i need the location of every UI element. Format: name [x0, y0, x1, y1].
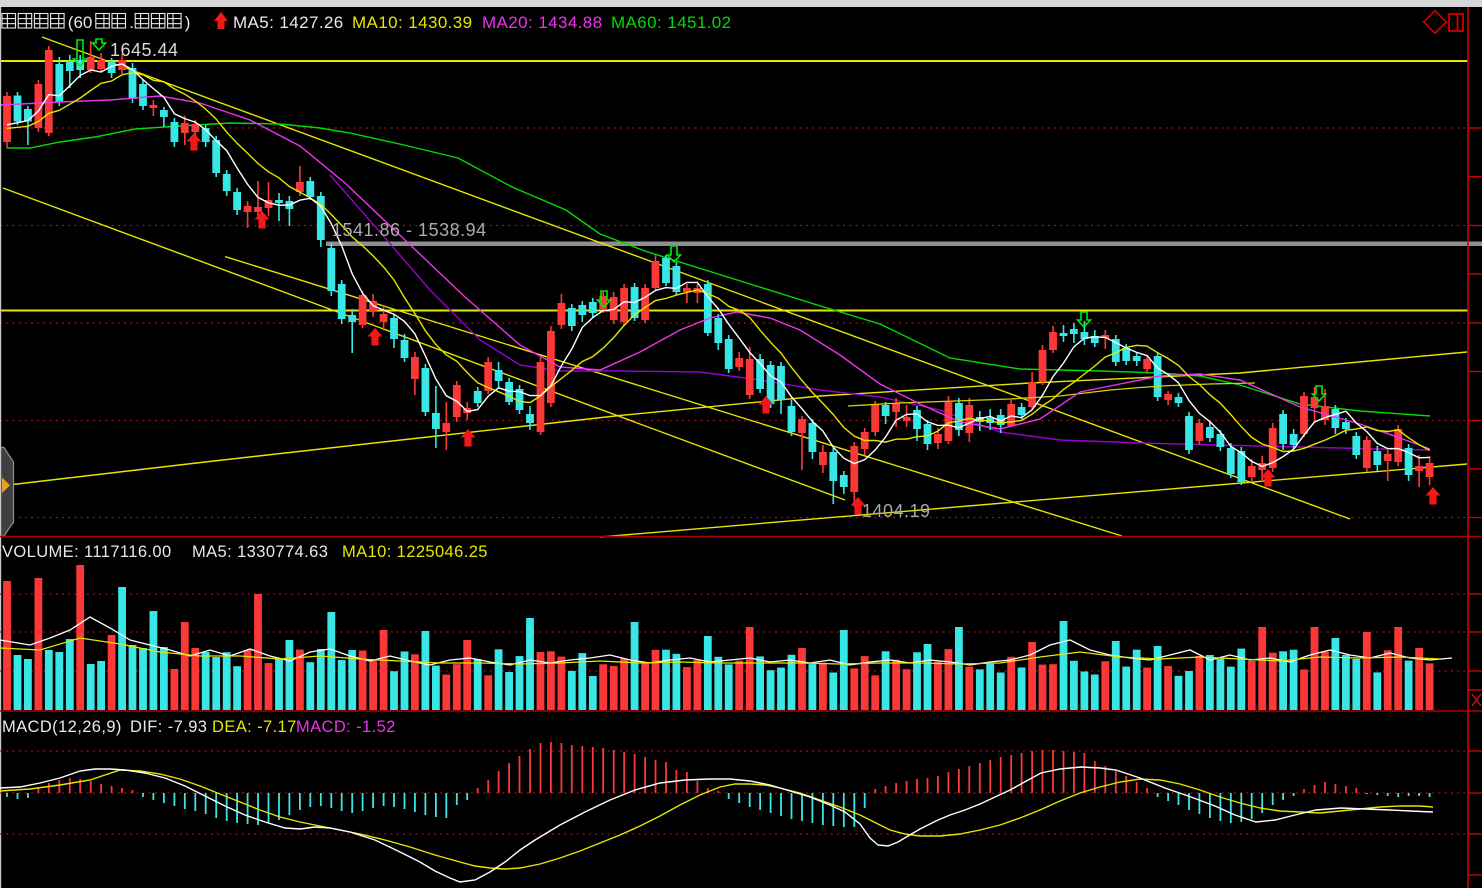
- svg-text:DIF: -7.93: DIF: -7.93: [130, 718, 207, 736]
- svg-text:MA5: 1330774.63: MA5: 1330774.63: [192, 543, 328, 561]
- svg-text:MA20: 1434.88: MA20: 1434.88: [482, 13, 603, 32]
- svg-text:MA5: 1427.26: MA5: 1427.26: [233, 13, 344, 32]
- svg-text:1404.19: 1404.19: [862, 501, 931, 521]
- svg-text:VOLUME: 1117116.00: VOLUME: 1117116.00: [2, 543, 172, 561]
- svg-text:MA10: 1225046.25: MA10: 1225046.25: [342, 543, 488, 561]
- svg-text:1645.44: 1645.44: [110, 40, 179, 60]
- svg-text:MACD(12,26,9): MACD(12,26,9): [2, 718, 122, 736]
- svg-text:): ): [185, 13, 191, 32]
- svg-text:MA60: 1451.02: MA60: 1451.02: [611, 13, 732, 32]
- svg-text:MA10: 1430.39: MA10: 1430.39: [352, 13, 473, 32]
- svg-text:.: .: [129, 13, 134, 32]
- svg-text:1541.86 - 1538.94: 1541.86 - 1538.94: [332, 220, 487, 240]
- svg-text:(60: (60: [68, 13, 93, 32]
- svg-text:MACD: -1.52: MACD: -1.52: [296, 718, 396, 736]
- svg-text:DEA: -7.17: DEA: -7.17: [212, 718, 297, 736]
